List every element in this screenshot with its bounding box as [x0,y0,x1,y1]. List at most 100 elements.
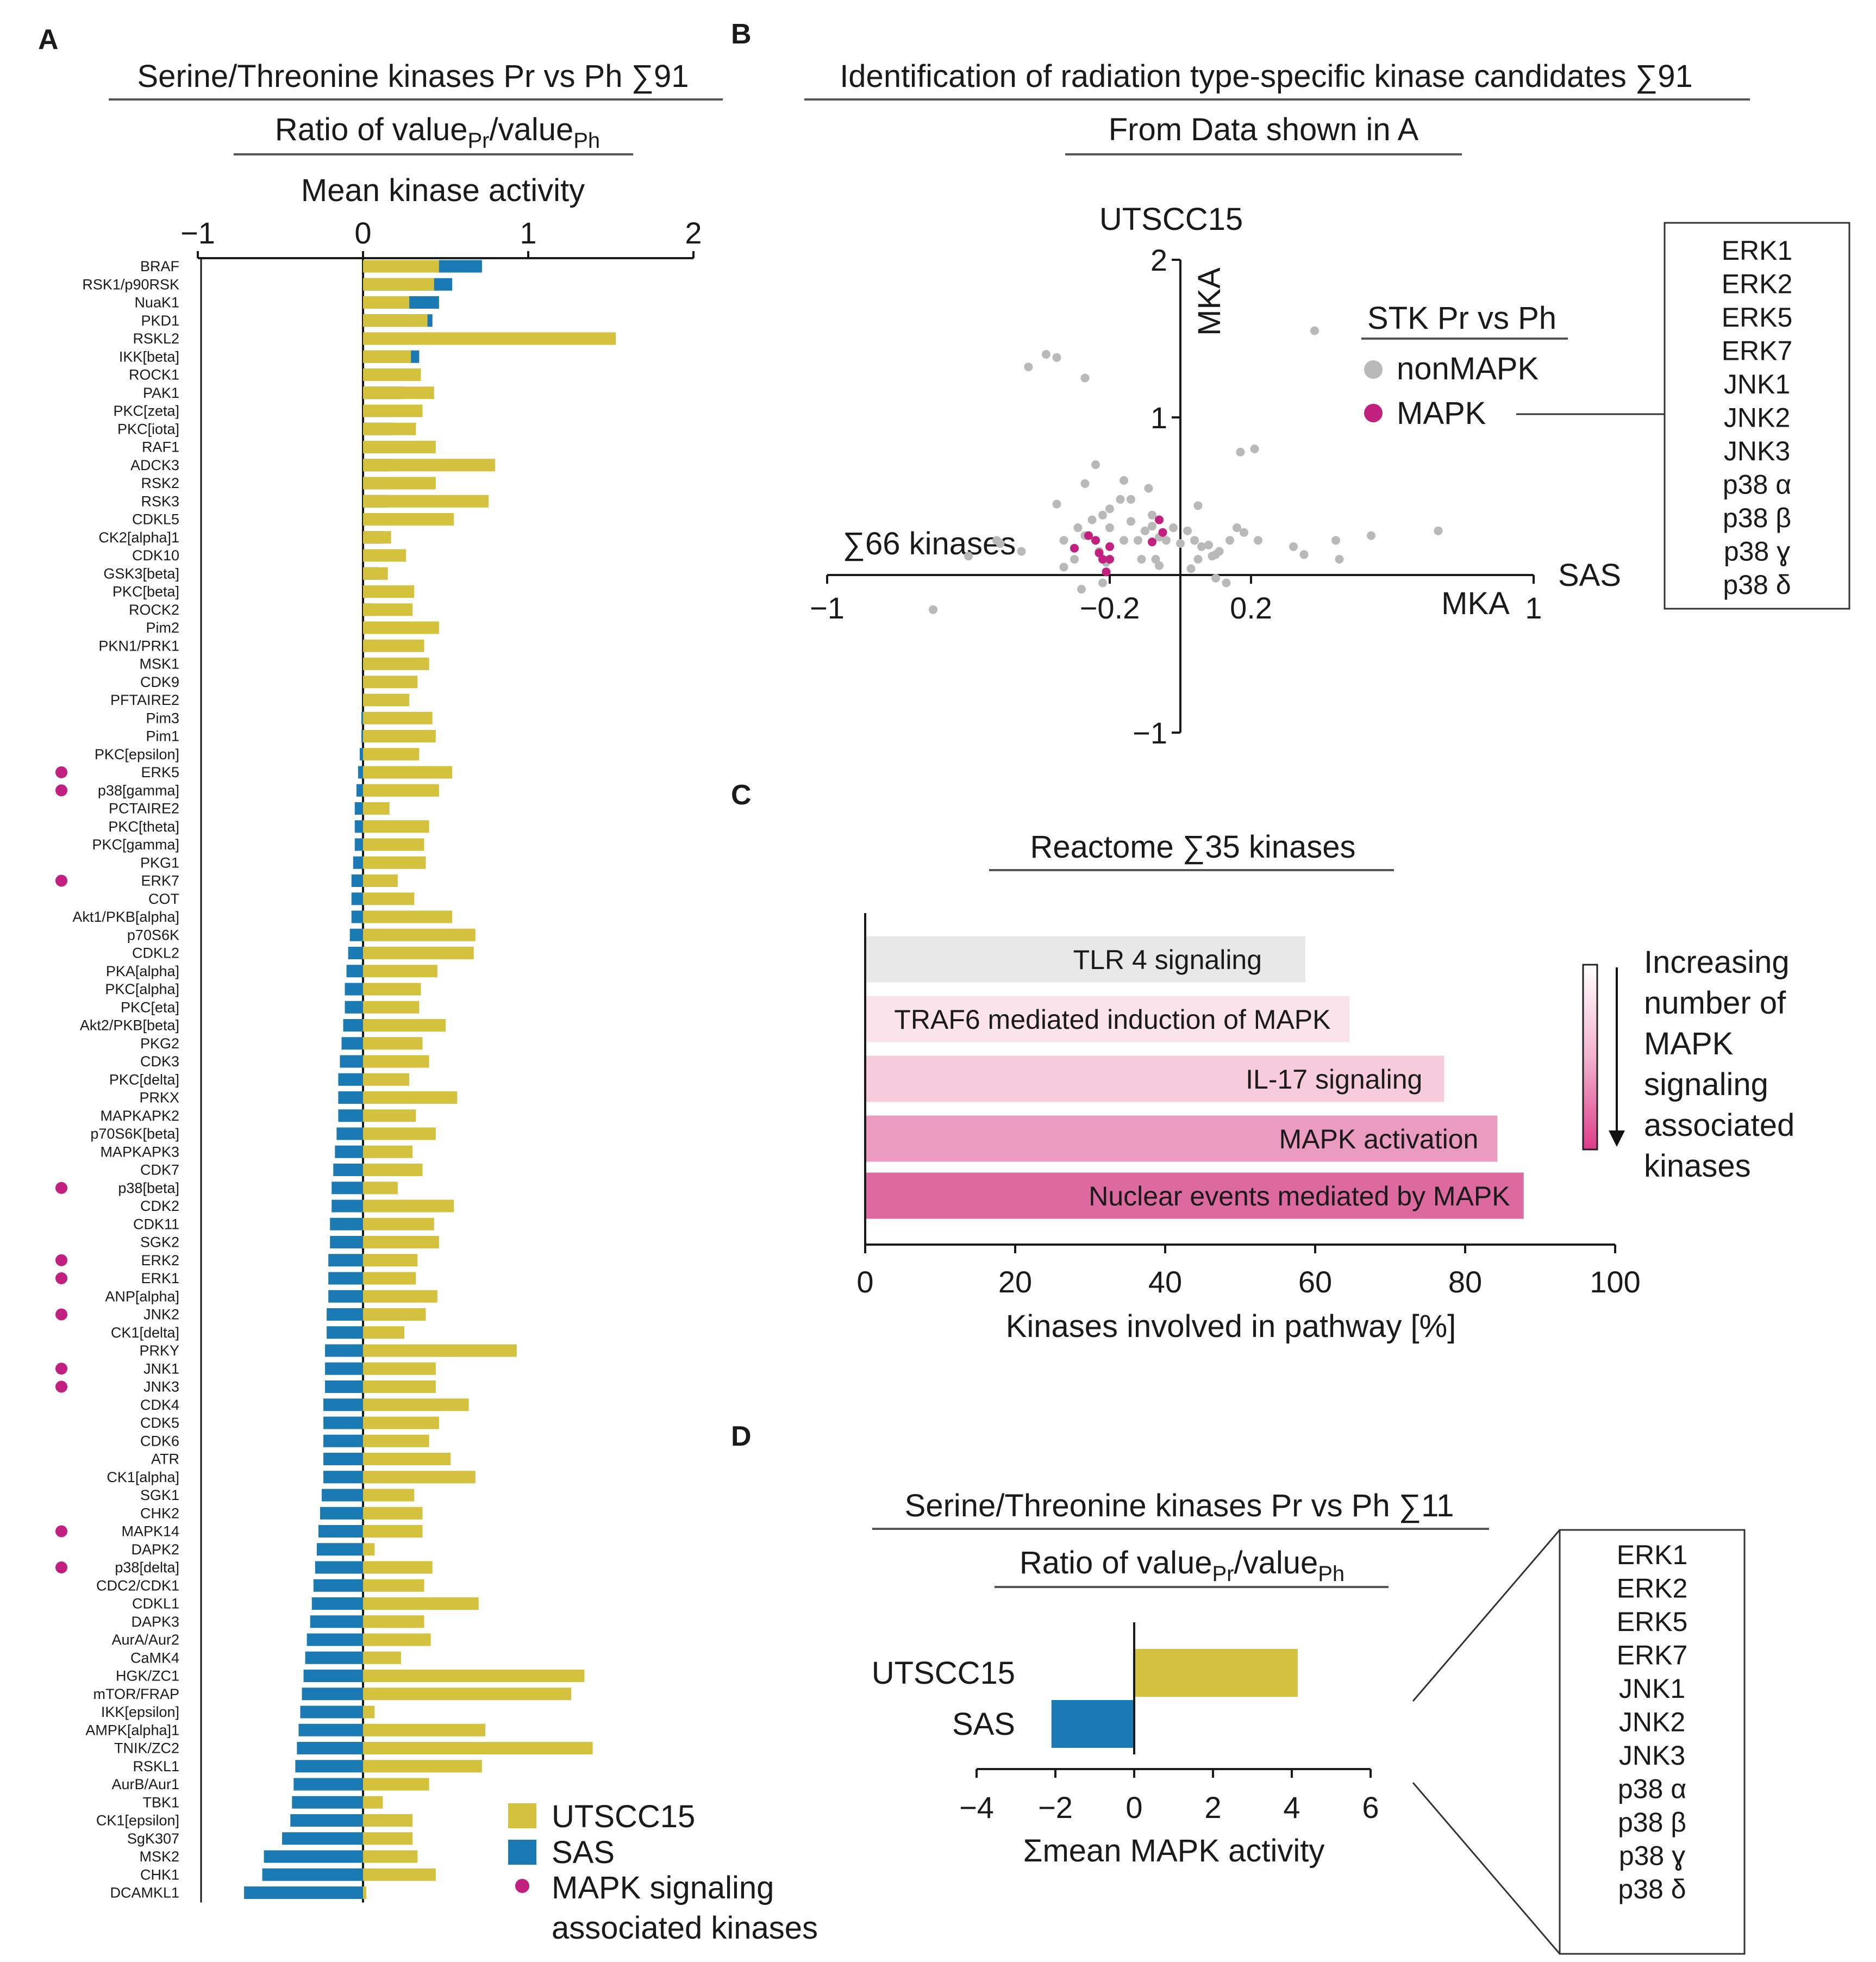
bar-utscc15 [363,459,496,472]
kinase-label: RSK2 [141,475,179,491]
panel-d-x-tick-label: −4 [959,1790,994,1824]
mapk-sum-bar [1051,1700,1134,1748]
kinase-label: MAPKAPK3 [100,1144,179,1160]
panel-d-x-tick-label: 2 [1204,1790,1221,1824]
subtitle-text: Ratio of value [1020,1545,1212,1580]
panel-c-legend-line: number of [1644,985,1786,1021]
mapk-box-item: p38 β [1723,503,1791,533]
point-nonmapk [1204,540,1213,549]
kinase-label: Akt1/PKB[alpha] [72,909,179,925]
bar-sas [315,1561,363,1574]
kinase-label: p38[gamma] [98,782,179,798]
kinase-label: PKC[gamma] [92,836,179,853]
point-nonmapk [1193,555,1203,564]
legend-sas-swatch [508,1840,536,1865]
kinase-label: MAPK14 [121,1523,179,1540]
bar-sas [332,1182,363,1195]
mapk-box-item: JNK2 [1724,403,1790,433]
panel-a-x-tick-label: 1 [520,216,536,250]
bar-utscc15 [363,1091,458,1104]
bar-utscc15 [363,332,616,345]
kinase-label: CDKL5 [132,511,179,528]
panel-a-x-tick-label: 0 [354,216,371,250]
point-mapk [1070,543,1079,553]
panel-letter-a: A [38,24,59,55]
point-nonmapk [1190,536,1199,545]
panel-letter-d: D [731,1421,752,1452]
kinase-label: NuaK1 [134,295,179,311]
panel-b-axes: −1 −0.2 0.2 1 −1 1 2 [810,243,1542,750]
bar-sas [302,1688,363,1701]
bar-utscc15 [363,730,436,742]
bar-utscc15 [363,1814,413,1827]
point-nonmapk [1335,555,1344,564]
panel-c-legend-text: Increasing number of MAPK signaling asso… [1644,945,1794,1184]
kinase-label: SgK307 [127,1830,179,1847]
bar-utscc15 [363,1254,418,1267]
bar-sas [307,1633,363,1646]
bar-sas [328,1290,363,1303]
panel-c-legend-line: associated [1644,1108,1794,1143]
mapk-box-item: JNK3 [1619,1740,1685,1771]
bar-sas [318,1525,363,1538]
mapk-box-item: ERK7 [1722,336,1793,366]
bar-utscc15 [363,1217,434,1230]
kinase-label: PKC[theta] [108,818,179,835]
bar-sas [328,1254,363,1267]
panel-c-legend-line: kinases [1644,1148,1751,1184]
panel-c-x-tick-label: 0 [856,1265,873,1299]
bar-utscc15 [363,1272,416,1285]
bar-utscc15 [363,1688,572,1701]
panel-a-x-tick-label: 2 [685,216,702,250]
point-nonmapk [1211,573,1220,583]
kinase-label: CDK3 [140,1053,179,1070]
bar-sas [323,1471,363,1484]
point-nonmapk [929,605,937,614]
kinase-label: PFTAIRE2 [110,692,179,708]
subtitle-sub: Pr [1212,1562,1234,1586]
panel-b-y-tick-label: 2 [1150,243,1167,277]
bar-utscc15 [363,1453,451,1465]
kinase-label: RSKL1 [133,1758,179,1774]
point-nonmapk [1087,515,1097,524]
bar-utscc15 [363,1489,415,1502]
kinase-label: PKC[zeta] [113,403,179,419]
bar-utscc15 [363,820,429,833]
mapk-marker [55,766,67,778]
panel-b-y-tick-label: −1 [1133,716,1167,750]
bar-utscc15 [363,1380,436,1393]
bar-sas [358,766,363,779]
subtitle-text: /value [1234,1545,1318,1580]
bar-utscc15 [363,856,426,869]
bar-sas [282,1832,363,1845]
kinase-label: PKC[alpha] [105,981,179,997]
bar-utscc15 [363,1127,436,1140]
kinase-label: ROCK1 [129,367,179,383]
bar-utscc15 [363,1434,429,1447]
panel-c-chart: TLR 4 signaling TRAF6 mediated induction … [856,913,1641,1344]
bar-utscc15 [363,1886,367,1899]
bar-sas [325,1344,363,1357]
bar-utscc15 [363,567,388,580]
bar-sas [323,1434,363,1447]
panel-c-x-tick-label: 60 [1298,1265,1332,1299]
point-nonmapk [1070,555,1079,564]
point-mapk [1148,538,1156,547]
point-nonmapk [1233,523,1241,532]
bar-utscc15 [363,838,424,851]
bar-sas [332,1199,363,1213]
panel-a-subtitle: Ratio of valuePr/valuePh [275,112,600,153]
kinase-label: IKK[epsilon] [101,1704,179,1720]
bar-sas [359,748,363,761]
point-nonmapk [1017,547,1026,556]
panel-c-x-tick-label: 40 [1148,1265,1182,1299]
point-nonmapk [1052,499,1061,509]
panel-c-x-tick-label: 20 [998,1265,1032,1299]
kinase-label: ERK1 [141,1270,179,1286]
pathway-label: MAPK activation [1279,1124,1479,1154]
kinase-label: CDK10 [132,547,179,564]
mapk-box-item: p38 δ [1723,570,1791,600]
kinase-label: CK1[delta] [111,1324,179,1341]
